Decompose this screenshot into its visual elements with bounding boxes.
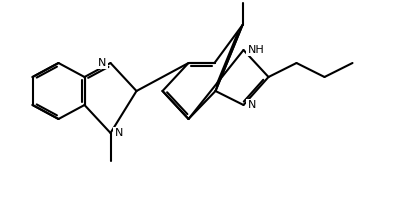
- Text: N: N: [114, 128, 123, 138]
- Text: N: N: [248, 100, 256, 110]
- Text: NH: NH: [248, 45, 264, 55]
- Text: N: N: [98, 58, 107, 68]
